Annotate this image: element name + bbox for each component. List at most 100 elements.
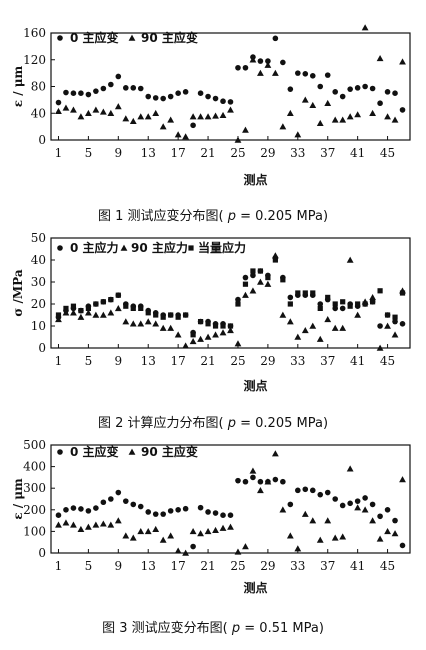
chart-2-series-3-point [257,268,264,274]
chart-3-series-2-point [167,532,175,539]
chart-2-series-1-point [242,274,249,281]
chart-2-series-2-point [346,256,354,263]
chart-2-series-3-point [100,299,106,305]
chart-3-series-2-point [354,504,362,511]
chart-3-ytick-label: 500 [23,438,46,452]
chart-3-series-1-point [347,500,353,507]
chart-2-series-2-point [384,322,391,329]
chart-3-series-2-point [92,521,100,528]
chart-2-series-3-point [355,301,361,307]
chart-3-x-axis-label: 测点 [243,580,267,595]
chart-3-series-2-point [264,478,272,485]
chart-2-series-2-point [324,316,332,323]
chart-2-series-3-point [242,281,249,287]
chart-3-series-1-point [93,505,99,511]
chart-1-caption: 图 1 测试应变分布图( p = 0.205 MPa) [98,208,328,224]
chart-1-series-2-point [107,109,115,116]
chart-1-series-2-point [77,113,85,120]
chart-1-series-2-point [92,106,100,113]
chart-2-caption: 图 2 计算应力分布图( p = 0.205 MPa) [98,415,328,431]
chart-1-series-2-point [294,131,302,138]
chart-3-series-1-point [302,486,309,493]
chart-2-series-2-point [107,309,115,316]
chart-1-series-1-point [399,107,406,113]
chart-2-xtick-label: 33 [290,354,305,368]
chart-1-xtick-label: 13 [141,146,156,160]
chart-1-series-2-point [122,115,130,122]
chart-3-series-1-point [377,513,383,520]
chart-2-series-2-point [114,305,122,312]
chart-2-series-2-point [271,252,279,259]
chart-1-series-1-point [220,98,226,105]
chart-2-series-3-point [227,323,234,329]
chart-3-series-2-point [286,532,294,539]
chart-2-ytick-label: 30 [31,275,46,289]
chart-3-series-2-point [391,530,399,537]
chart-1-series-1-point [122,85,129,91]
chart-3-series-2-point [234,548,242,555]
chart-3-series-2-point [316,536,324,543]
chart-2-ytick-label: 10 [31,319,46,333]
chart-1-series-2-point [189,113,197,120]
chart-3-series-2-point [301,510,309,517]
chart-1-series-2-point [257,69,264,76]
chart-1-series-1-point [384,89,391,95]
chart-2-series-1-point [377,323,383,329]
chart-1-xtick-label: 29 [260,146,275,160]
chart-2-series-2-point [309,322,317,329]
chart-2-series-3-point [340,299,346,305]
chart-1-series-1-point [108,81,114,88]
chart-2-series-2-point [339,324,347,331]
chart-1-series-2-point [152,109,160,116]
chart-3-series-1-point [212,510,219,516]
chart-1-series-1-point [85,91,92,98]
chart-1-series-2-point [55,107,62,114]
chart-1-series-1-point [55,99,62,106]
chart-2-xtick-label: 1 [55,354,63,368]
chart-2-xtick-label: 17 [171,354,186,368]
chart-3-series-2-point [159,536,167,543]
chart-2-series-3-point [212,323,219,329]
chart-2-series-2-point [242,291,249,298]
chart-1-series-1-point [197,90,204,96]
chart-1-series-2-point [204,113,212,120]
chart-1-series-1-point [130,85,137,91]
chart-2-x-axis-label: 测点 [243,378,267,393]
chart-3-series-2-point [174,547,182,554]
chart-3-series-1-point [295,487,301,494]
chart-2-series-2-point [212,331,219,338]
chart-2-series-2-point [286,318,294,325]
chart-2-series-3-point [317,305,323,311]
chart-3-ytick-label: 0 [38,546,46,560]
chart-2-series-2-point [257,278,264,285]
chart-2-series-3-point [55,312,62,318]
chart-1-legend-circle-marker [57,35,63,41]
chart-1-series-2-point [62,104,70,111]
chart-3-series-1-point [197,504,204,511]
chart-3-ytick-label: 100 [23,524,46,538]
chart-1-series-1-point [354,85,361,91]
chart-2-series-3-point [197,319,204,325]
chart-3-series-1-point [309,487,316,494]
chart-3-series-1-point [205,509,211,515]
chart-3-xtick-label: 37 [320,559,335,573]
chart-2-series-1-point [317,301,324,307]
chart-2-series-3-point [70,303,77,309]
chart-1-ytick-label: 0 [38,133,46,147]
chart-2-series-3-point [370,299,376,305]
chart-2-xtick-label: 37 [320,354,335,368]
chart-1-series-1-point [212,95,219,102]
chart-3-series-2-point [271,450,279,457]
chart-1-xtick-label: 21 [200,146,215,160]
chart-2-ytick-label: 40 [31,253,46,267]
chart-3-xtick-label: 13 [141,559,156,573]
chart-2-series-2-point [331,324,339,331]
chart-1-series-2-point [137,113,145,120]
chart-2-series-3-point [302,290,308,296]
chart-1-series-2-point [99,108,107,115]
chart-2-series-2-point [129,320,137,327]
chart-1-series-1-point [152,95,159,101]
chart-3-series-1-point [235,477,241,484]
chart-2-series-3-point [108,297,114,303]
chart-3-series-2-point [152,525,160,532]
